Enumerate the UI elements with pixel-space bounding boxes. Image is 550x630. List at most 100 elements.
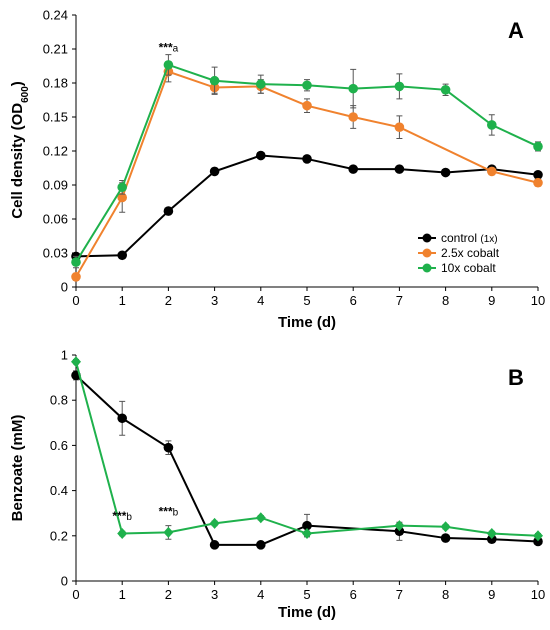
panel-a-y-tick-label: 0.24 [43,8,68,23]
panel-a-y-tick-label: 0 [61,280,68,295]
data-point-control [256,151,266,161]
data-point-control [348,164,358,174]
panel-a-x-tick-label: 5 [303,293,310,308]
data-point-2-5x-cobalt [302,101,312,111]
panel-b-x-tick-label: 7 [396,587,403,602]
panel-b-series-control [71,371,543,550]
panel-b-x-tick-label: 0 [72,587,79,602]
data-point-10x-cobalt [164,60,174,70]
data-point-10x-cobalt [302,80,312,90]
panel-b-y-tick-label: 0.6 [50,438,68,453]
panel-a-x-axis-title: Time (d) [278,314,336,331]
data-point-control [395,164,405,174]
panel-a-y-tick-label: 0.15 [43,110,68,125]
significance-annotation: ***a [159,40,179,54]
legend-10x-cobalt-marker [423,264,432,273]
legend-2-5x-cobalt-marker [423,249,432,258]
data-point-10x-cobalt [302,528,312,539]
panel-b-x-axis-title: Time (d) [278,604,336,621]
data-point-control [441,533,451,543]
data-point-control [210,540,220,550]
panel-a-x-tick-label: 4 [257,293,264,308]
panel-b-y-tick-label: 0.4 [50,483,68,498]
panel-b-y-tick-label: 0.8 [50,393,68,408]
data-point-control [117,250,127,260]
panel-a-y-tick-label: 0.09 [43,178,68,193]
panel-a-x-tick-label: 3 [211,293,218,308]
panel-label-b: B [508,365,524,390]
panel-b-y-axis-title: Benzoate (mM) [9,415,26,522]
panel-a-y-tick-label: 0.18 [43,76,68,91]
panel-b-series [71,356,543,549]
data-point-2-5x-cobalt [348,112,358,122]
data-point-control [210,167,220,177]
data-point-control [256,540,266,550]
panel-a-y-tick-label: 0.12 [43,144,68,159]
panel-a-x-tick-label: 1 [119,293,126,308]
panel-b-x-tick-label: 9 [488,587,495,602]
data-point-10x-cobalt [71,257,81,267]
panel-b-y-tick-label: 1 [61,348,68,363]
panel-a-x-tick-label: 6 [350,293,357,308]
data-point-10x-cobalt [117,182,127,192]
data-point-10x-cobalt [210,518,220,529]
panel-b-annotations: ***b ***b [112,504,178,523]
legend-10x-cobalt-label: 10x cobalt [441,261,496,275]
data-point-control [302,154,312,164]
panel-a-x-tick-label: 2 [165,293,172,308]
data-point-10x-cobalt [256,512,266,523]
data-point-10x-cobalt [117,528,127,539]
data-point-10x-cobalt [441,85,451,95]
panel-a-y-tick-label: 0.03 [43,246,68,261]
panel-b-x-tick-label: 6 [350,587,357,602]
data-point-control [117,413,127,423]
data-point-10x-cobalt [210,76,220,86]
panel-b-x-tick-label: 3 [211,587,218,602]
panel-a-x-tick-label: 7 [396,293,403,308]
panel-a-y-axis-title: Cell density (OD600) [9,81,31,219]
data-point-10x-cobalt [533,142,543,152]
panel-b-series-10x-cobalt [71,356,543,541]
panel-b-chart: B Benzoate (mM) Time (d) 00.20.40.60.810… [9,348,545,622]
panel-b-y-tick-label: 0 [61,574,68,589]
data-point-control [441,168,451,178]
panel-a-legend: control (1x) 2.5x cobalt 10x cobalt [418,231,500,275]
panel-b-x-tick-label: 5 [303,587,310,602]
data-point-2-5x-cobalt [487,167,497,177]
panel-b-x-tick-label: 2 [165,587,172,602]
panel-label-a: A [508,18,524,43]
panel-b-axes [72,355,538,585]
panel-b-x-tick-label: 4 [257,587,264,602]
data-point-10x-cobalt [71,356,81,367]
significance-annotation: ***b [159,504,179,518]
data-point-10x-cobalt [487,120,497,130]
panel-a-annotations: ***a [159,40,179,54]
legend-control-marker [423,234,432,243]
panel-b-y-tick-label: 0.2 [50,528,68,543]
panel-a-x-tick-label: 8 [442,293,449,308]
data-point-2-5x-cobalt [395,122,405,132]
data-point-10x-cobalt [348,84,358,94]
data-point-10x-cobalt [256,79,266,89]
series-line-10x-cobalt [76,362,538,536]
panel-a-chart: A Cell density (OD600) Time (d) 0 0.03 0.0… [9,8,545,332]
panel-b-x-tick-label: 1 [119,587,126,602]
panel-a-x-tick-label: 10 [531,293,545,308]
data-point-10x-cobalt [441,521,451,532]
data-point-10x-cobalt [163,527,173,538]
panel-a-y-tick-label: 0.06 [43,212,68,227]
data-point-control [164,443,174,453]
data-point-2-5x-cobalt [533,178,543,188]
data-point-2-5x-cobalt [71,272,81,282]
legend-control-label: control (1x) [441,231,498,245]
data-point-10x-cobalt [395,82,405,92]
data-point-control [164,206,174,216]
panel-b-x-tick-label: 8 [442,587,449,602]
panel-b-x-tick-label: 10 [531,587,545,602]
significance-annotation: ***b [112,509,132,523]
panel-b-tick-labels: 00.20.40.60.810 1 2 3 4 5 6 7 8 9 10 [50,348,545,603]
panel-a-x-tick-label: 9 [488,293,495,308]
panel-a-y-tick-label: 0.21 [43,42,68,57]
legend-2-5x-cobalt-label: 2.5x cobalt [441,246,500,260]
